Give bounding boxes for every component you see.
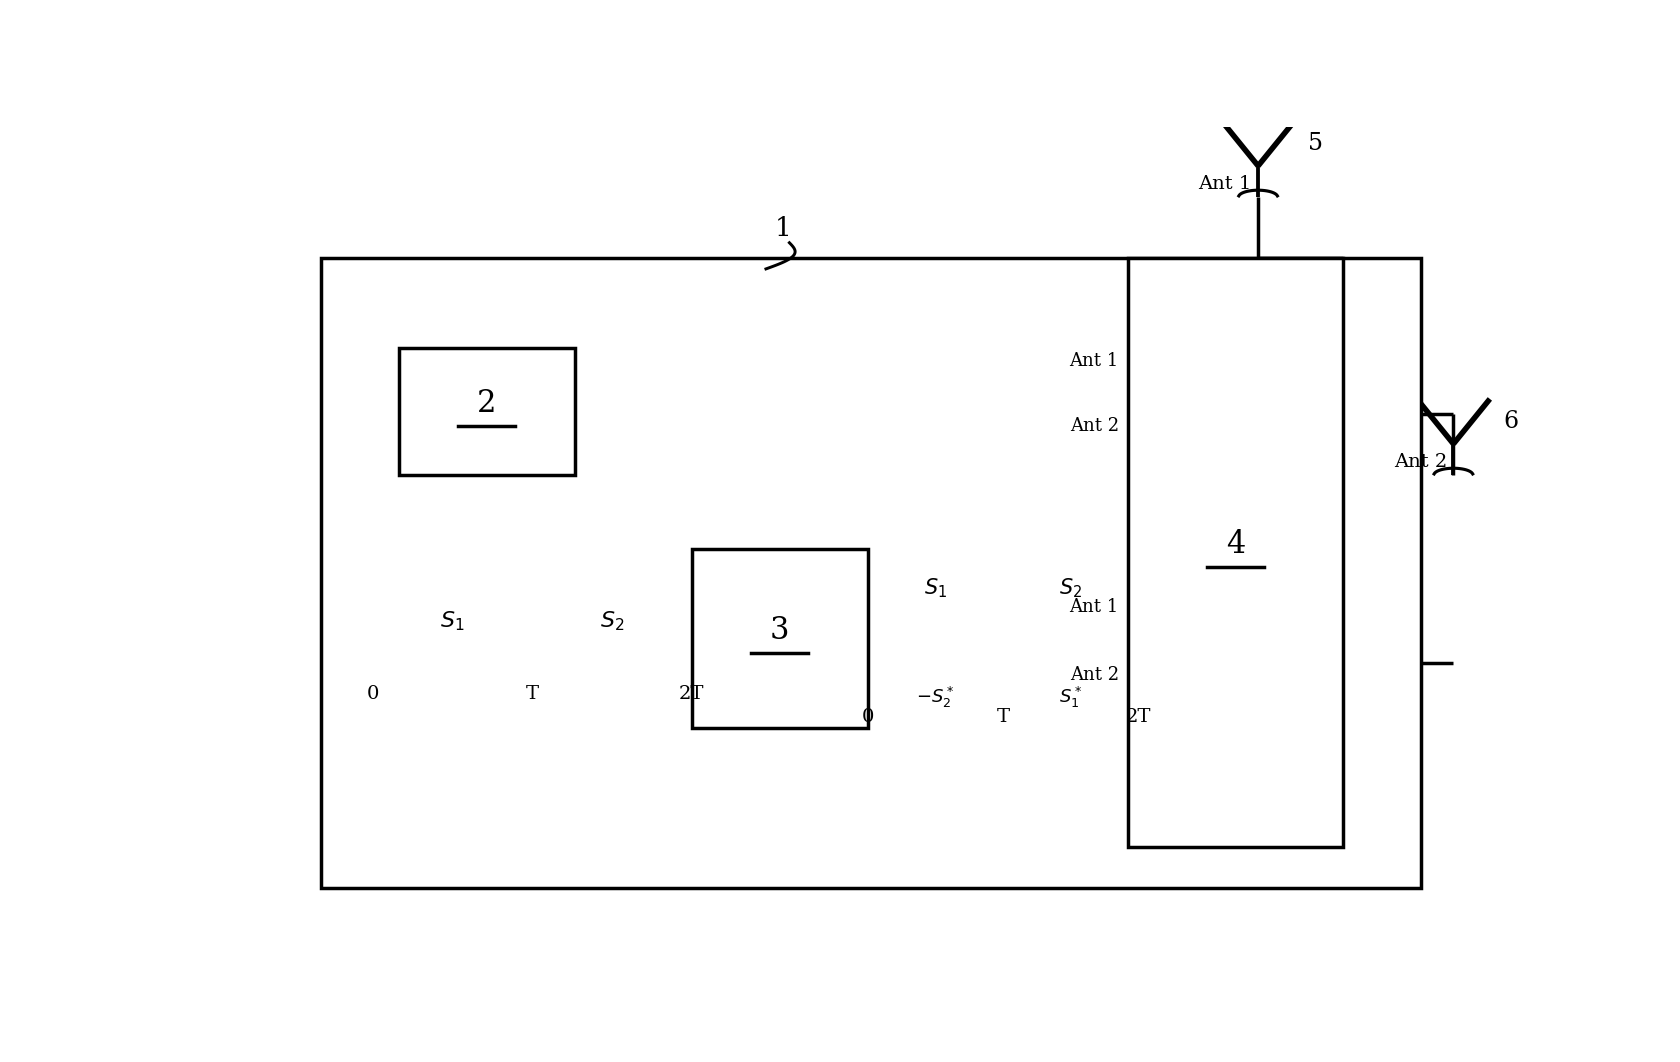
Bar xyxy=(1127,258,1342,847)
Bar xyxy=(692,549,867,729)
Text: $S_2$: $S_2$ xyxy=(600,610,625,633)
Text: Ant 1: Ant 1 xyxy=(1070,353,1119,371)
Text: $S_1^*$: $S_1^*$ xyxy=(1060,685,1082,710)
Text: 2: 2 xyxy=(477,388,496,418)
Text: $S_1$: $S_1$ xyxy=(440,610,465,633)
Text: 4: 4 xyxy=(1226,529,1245,560)
Text: T: T xyxy=(996,708,1010,726)
Text: Ant 1: Ant 1 xyxy=(1198,175,1252,193)
Text: 3: 3 xyxy=(769,615,790,646)
Text: $S_1$: $S_1$ xyxy=(924,577,948,600)
Text: $S_2$: $S_2$ xyxy=(1060,577,1082,600)
Text: 2T: 2T xyxy=(679,685,704,703)
Text: Ant 1: Ant 1 xyxy=(1070,598,1119,616)
Bar xyxy=(398,348,575,475)
Text: 0: 0 xyxy=(862,708,874,726)
Text: 5: 5 xyxy=(1307,133,1322,155)
Text: 1: 1 xyxy=(774,216,791,240)
Text: Ant 2: Ant 2 xyxy=(1070,666,1119,684)
Text: 6: 6 xyxy=(1504,410,1519,433)
Text: 2T: 2T xyxy=(1126,708,1151,726)
Text: 0: 0 xyxy=(366,685,380,703)
Bar xyxy=(321,258,1421,888)
Text: T: T xyxy=(526,685,539,703)
Text: $-S_2^*$: $-S_2^*$ xyxy=(916,685,954,710)
Text: Ant 2: Ant 2 xyxy=(1394,452,1446,470)
Text: Ant 2: Ant 2 xyxy=(1070,417,1119,435)
